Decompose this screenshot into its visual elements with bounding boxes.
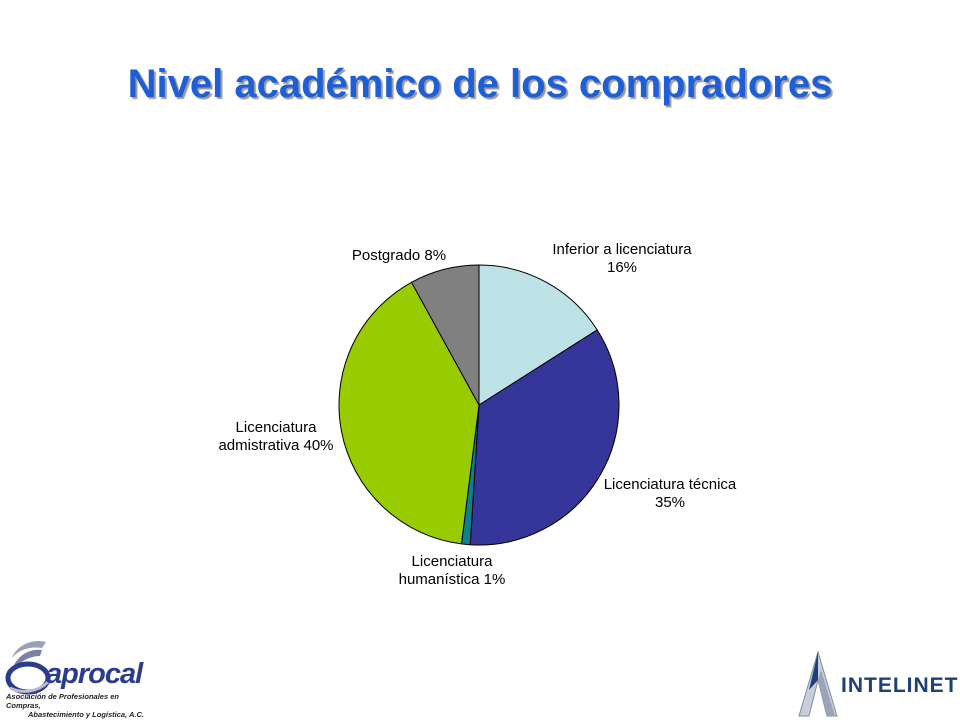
pie-slice [410, 264, 480, 406]
slice-label-line: Postgrado 8% [352, 247, 446, 264]
slice-label-line: Licenciatura [412, 553, 494, 570]
page-title: Nivel académico de los compradores [127, 62, 833, 106]
pie-slice [338, 281, 480, 545]
slice-label: Licenciatura admistrativa 40% [218, 419, 333, 454]
pie-slice [469, 329, 620, 546]
slice-label: Postgrado 8% [352, 247, 446, 264]
slice-label-line: Inferior a licenciatura [552, 241, 692, 258]
aprocal-swoosh-icon [5, 640, 51, 695]
intelinet-wordmark: INTELINET [841, 674, 959, 697]
aprocal-subtitle-line: Asociación de Profesionales en Compras, [6, 692, 119, 710]
slice-label: Inferior a licenciatura 16% [552, 241, 692, 276]
intelinet-logo: INTELINET [795, 650, 958, 718]
aprocal-wordmark: aprocal [46, 658, 143, 690]
intelinet-arrow-icon [798, 650, 838, 717]
slice-label-line: Licenciatura [236, 419, 318, 436]
pie-slice [478, 264, 598, 406]
slice-label-line: 35% [655, 494, 685, 511]
slice-label-line: admistrativa 40% [218, 437, 333, 454]
slice-label-line: Licenciatura técnica [604, 476, 737, 493]
slice-label-line: 16% [607, 259, 637, 276]
slice-label-line: humanística 1% [399, 571, 506, 588]
slice-label: Licenciatura técnica 35% [604, 476, 737, 511]
aprocal-subtitle: Asociación de Profesionales en Compras, … [6, 692, 154, 719]
aprocal-subtitle-line: Abastecimiento y Logística, A.C. [28, 710, 144, 719]
slice-label: Licenciatura humanística 1% [399, 553, 506, 588]
aprocal-logo: aprocal Asociación de Profesionales en C… [2, 636, 154, 719]
